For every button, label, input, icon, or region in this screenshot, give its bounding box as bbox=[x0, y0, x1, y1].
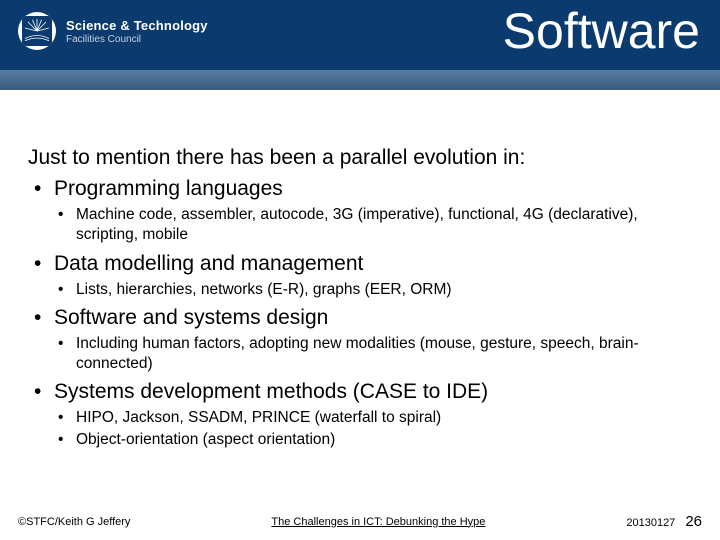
bullet-label: Systems development methods (CASE to IDE… bbox=[54, 380, 488, 403]
intro-text: Just to mention there has been a paralle… bbox=[28, 145, 692, 171]
sub-item: Machine code, assembler, autocode, 3G (i… bbox=[54, 205, 692, 245]
slide-title: Software bbox=[503, 2, 700, 60]
list-item: Programming languages Machine code, asse… bbox=[28, 177, 692, 245]
footer-center: The Challenges in ICT: Debunking the Hyp… bbox=[271, 516, 485, 528]
list-item: Data modelling and management Lists, hie… bbox=[28, 252, 692, 300]
slide-footer: ©STFC/Keith G Jeffery The Challenges in … bbox=[0, 513, 720, 530]
bullet-label: Programming languages bbox=[54, 177, 283, 200]
list-item: Software and systems design Including hu… bbox=[28, 306, 692, 374]
footer-date: 20130127 bbox=[626, 517, 675, 529]
sub-item: Including human factors, adopting new mo… bbox=[54, 334, 692, 374]
sub-item: HIPO, Jackson, SSADM, PRINCE (waterfall … bbox=[54, 408, 692, 428]
slide-content: Just to mention there has been a paralle… bbox=[0, 90, 720, 450]
bullet-label: Software and systems design bbox=[54, 306, 328, 329]
bullet-list: Programming languages Machine code, asse… bbox=[28, 177, 692, 450]
logo-line2: Facilities Council bbox=[66, 34, 208, 45]
sub-item: Lists, hierarchies, networks (E-R), grap… bbox=[54, 280, 692, 300]
stfc-sunburst-icon bbox=[18, 12, 56, 50]
slide-header: Science & Technology Facilities Council … bbox=[0, 0, 720, 90]
logo-text: Science & Technology Facilities Council bbox=[66, 18, 208, 45]
logo: Science & Technology Facilities Council bbox=[18, 12, 208, 50]
sub-item: Object-orientation (aspect orientation) bbox=[54, 430, 692, 450]
footer-left: ©STFC/Keith G Jeffery bbox=[18, 516, 130, 528]
logo-line1: Science & Technology bbox=[66, 18, 208, 33]
bullet-label: Data modelling and management bbox=[54, 252, 363, 275]
page-number: 26 bbox=[685, 513, 702, 530]
list-item: Systems development methods (CASE to IDE… bbox=[28, 380, 692, 450]
